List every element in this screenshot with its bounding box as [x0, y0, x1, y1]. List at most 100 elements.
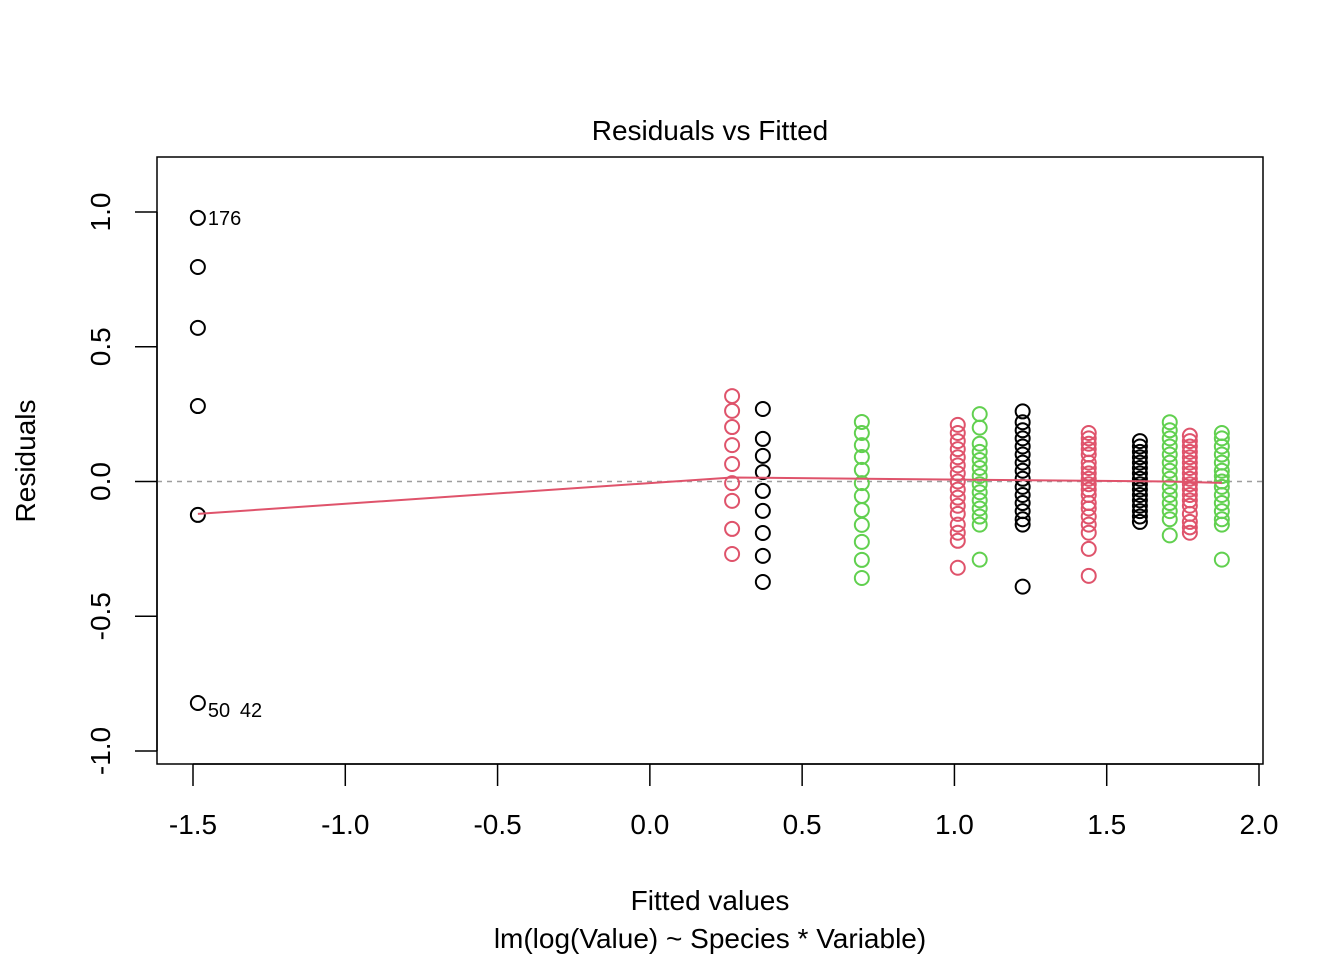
chart-subtitle: lm(log(Value) ~ Species * Variable) — [494, 923, 926, 954]
x-tick-label: -1.0 — [321, 809, 369, 840]
data-point — [949, 505, 966, 522]
smoother-path — [197, 476, 1222, 515]
data-point — [853, 424, 870, 441]
data-point — [1181, 486, 1198, 503]
data-point — [189, 319, 206, 336]
data-point — [1080, 500, 1097, 517]
data-point — [971, 508, 988, 525]
data-point — [1131, 433, 1148, 450]
data-point — [1161, 454, 1178, 471]
x-tick-label: 0.0 — [630, 809, 669, 840]
data-point — [1131, 508, 1148, 525]
data-point — [1014, 438, 1031, 455]
point-label: 42 — [240, 700, 262, 722]
data-point — [1213, 478, 1230, 495]
data-point — [1131, 454, 1148, 471]
data-point — [189, 209, 206, 226]
data-point — [1014, 511, 1031, 528]
data-point — [1080, 435, 1097, 452]
data-point — [1014, 414, 1031, 431]
data-point — [724, 492, 741, 509]
data-point — [1014, 462, 1031, 479]
data-point — [1161, 470, 1178, 487]
data-point — [971, 551, 988, 568]
data-point — [1161, 486, 1178, 503]
data-point — [1213, 511, 1230, 528]
data-point — [1161, 511, 1178, 528]
data-point — [971, 419, 988, 436]
data-point — [754, 502, 771, 519]
data-point — [1181, 513, 1198, 530]
data-point — [1161, 495, 1178, 512]
data-point — [1161, 446, 1178, 463]
data-point — [1181, 497, 1198, 514]
data-point — [1131, 476, 1148, 493]
data-point — [724, 520, 741, 537]
x-axis-title: Fitted values — [631, 885, 790, 916]
data-point — [1213, 516, 1230, 533]
data-point — [1080, 524, 1097, 541]
data-point — [1131, 460, 1148, 477]
data-point — [1161, 527, 1178, 544]
data-point — [1213, 462, 1230, 479]
data-point — [853, 461, 870, 478]
data-point — [1213, 430, 1230, 447]
data-point — [1014, 430, 1031, 447]
y-tick-label: -0.5 — [85, 592, 116, 640]
data-point — [949, 457, 966, 474]
data-point — [1161, 430, 1178, 447]
data-point — [971, 484, 988, 501]
data-point — [853, 533, 870, 550]
data-point — [949, 481, 966, 498]
data-point — [724, 455, 741, 472]
y-tick-label: 0.5 — [85, 327, 116, 366]
data-point — [853, 488, 870, 505]
data-point — [1014, 446, 1031, 463]
data-point — [853, 502, 870, 519]
data-point — [754, 482, 771, 499]
data-point — [754, 524, 771, 541]
data-point — [971, 460, 988, 477]
data-point — [189, 695, 206, 712]
x-tick-label: -1.5 — [169, 809, 217, 840]
data-point — [1014, 422, 1031, 439]
data-point — [1181, 433, 1198, 450]
data-point — [1181, 438, 1198, 455]
data-point — [1014, 470, 1031, 487]
data-point — [949, 449, 966, 466]
y-tick-label: 1.0 — [85, 193, 116, 232]
data-point — [1213, 438, 1230, 455]
data-point — [1161, 503, 1178, 520]
data-point — [853, 516, 870, 533]
data-point — [1161, 414, 1178, 431]
data-point — [949, 416, 966, 433]
data-point — [853, 551, 870, 568]
data-point — [754, 547, 771, 564]
data-point — [1131, 486, 1148, 503]
data-point — [1181, 524, 1198, 541]
data-point — [1131, 492, 1148, 509]
plot-frame — [156, 156, 1264, 765]
data-point — [1014, 495, 1031, 512]
data-point — [189, 506, 206, 523]
data-point — [754, 401, 771, 418]
data-point — [1181, 519, 1198, 536]
data-point — [1213, 551, 1230, 568]
data-point — [1161, 422, 1178, 439]
data-point — [1131, 443, 1148, 460]
data-point — [853, 413, 870, 430]
x-tick-label: 0.5 — [783, 809, 822, 840]
data-point — [1181, 460, 1198, 477]
data-point — [853, 569, 870, 586]
y-axis: -1.0 -0.5 0.0 0.5 1.0 — [85, 193, 158, 775]
data-point — [949, 524, 966, 541]
data-point — [949, 559, 966, 576]
data-point — [1014, 516, 1031, 533]
data-point — [724, 402, 741, 419]
data-point — [1161, 438, 1178, 455]
data-point — [754, 430, 771, 447]
data-point — [724, 475, 741, 492]
y-axis-title: Residuals — [10, 400, 41, 523]
data-point — [724, 388, 741, 405]
data-point — [1080, 567, 1097, 584]
